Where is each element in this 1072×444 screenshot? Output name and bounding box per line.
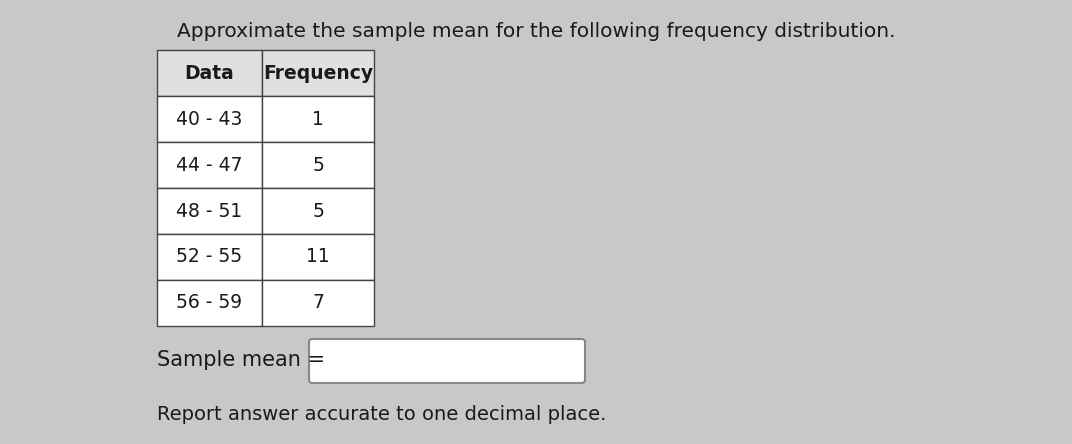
Text: Data: Data (184, 63, 235, 83)
Text: 7: 7 (312, 293, 324, 313)
Bar (262, 188, 374, 234)
Text: 1: 1 (312, 110, 324, 128)
Text: 11: 11 (307, 247, 330, 266)
Text: 52 - 55: 52 - 55 (177, 247, 242, 266)
Text: 56 - 59: 56 - 59 (177, 293, 242, 313)
Text: Approximate the sample mean for the following frequency distribution.: Approximate the sample mean for the foll… (177, 22, 895, 41)
Text: 5: 5 (312, 155, 324, 174)
Bar (262, 234, 374, 280)
Text: Frequency: Frequency (263, 63, 373, 83)
Bar (157, 234, 262, 280)
Text: 5: 5 (312, 202, 324, 221)
Bar (157, 50, 262, 96)
FancyBboxPatch shape (309, 339, 585, 383)
Bar (262, 50, 374, 96)
Bar (157, 280, 262, 326)
Text: 48 - 51: 48 - 51 (177, 202, 242, 221)
Text: 40 - 43: 40 - 43 (176, 110, 242, 128)
Text: Report answer accurate to one decimal place.: Report answer accurate to one decimal pl… (157, 405, 607, 424)
Text: 44 - 47: 44 - 47 (176, 155, 242, 174)
Bar (262, 280, 374, 326)
Text: Sample mean =: Sample mean = (157, 350, 325, 370)
Bar (157, 96, 262, 142)
Bar (157, 188, 262, 234)
Bar (262, 96, 374, 142)
Bar (157, 142, 262, 188)
Bar (262, 142, 374, 188)
